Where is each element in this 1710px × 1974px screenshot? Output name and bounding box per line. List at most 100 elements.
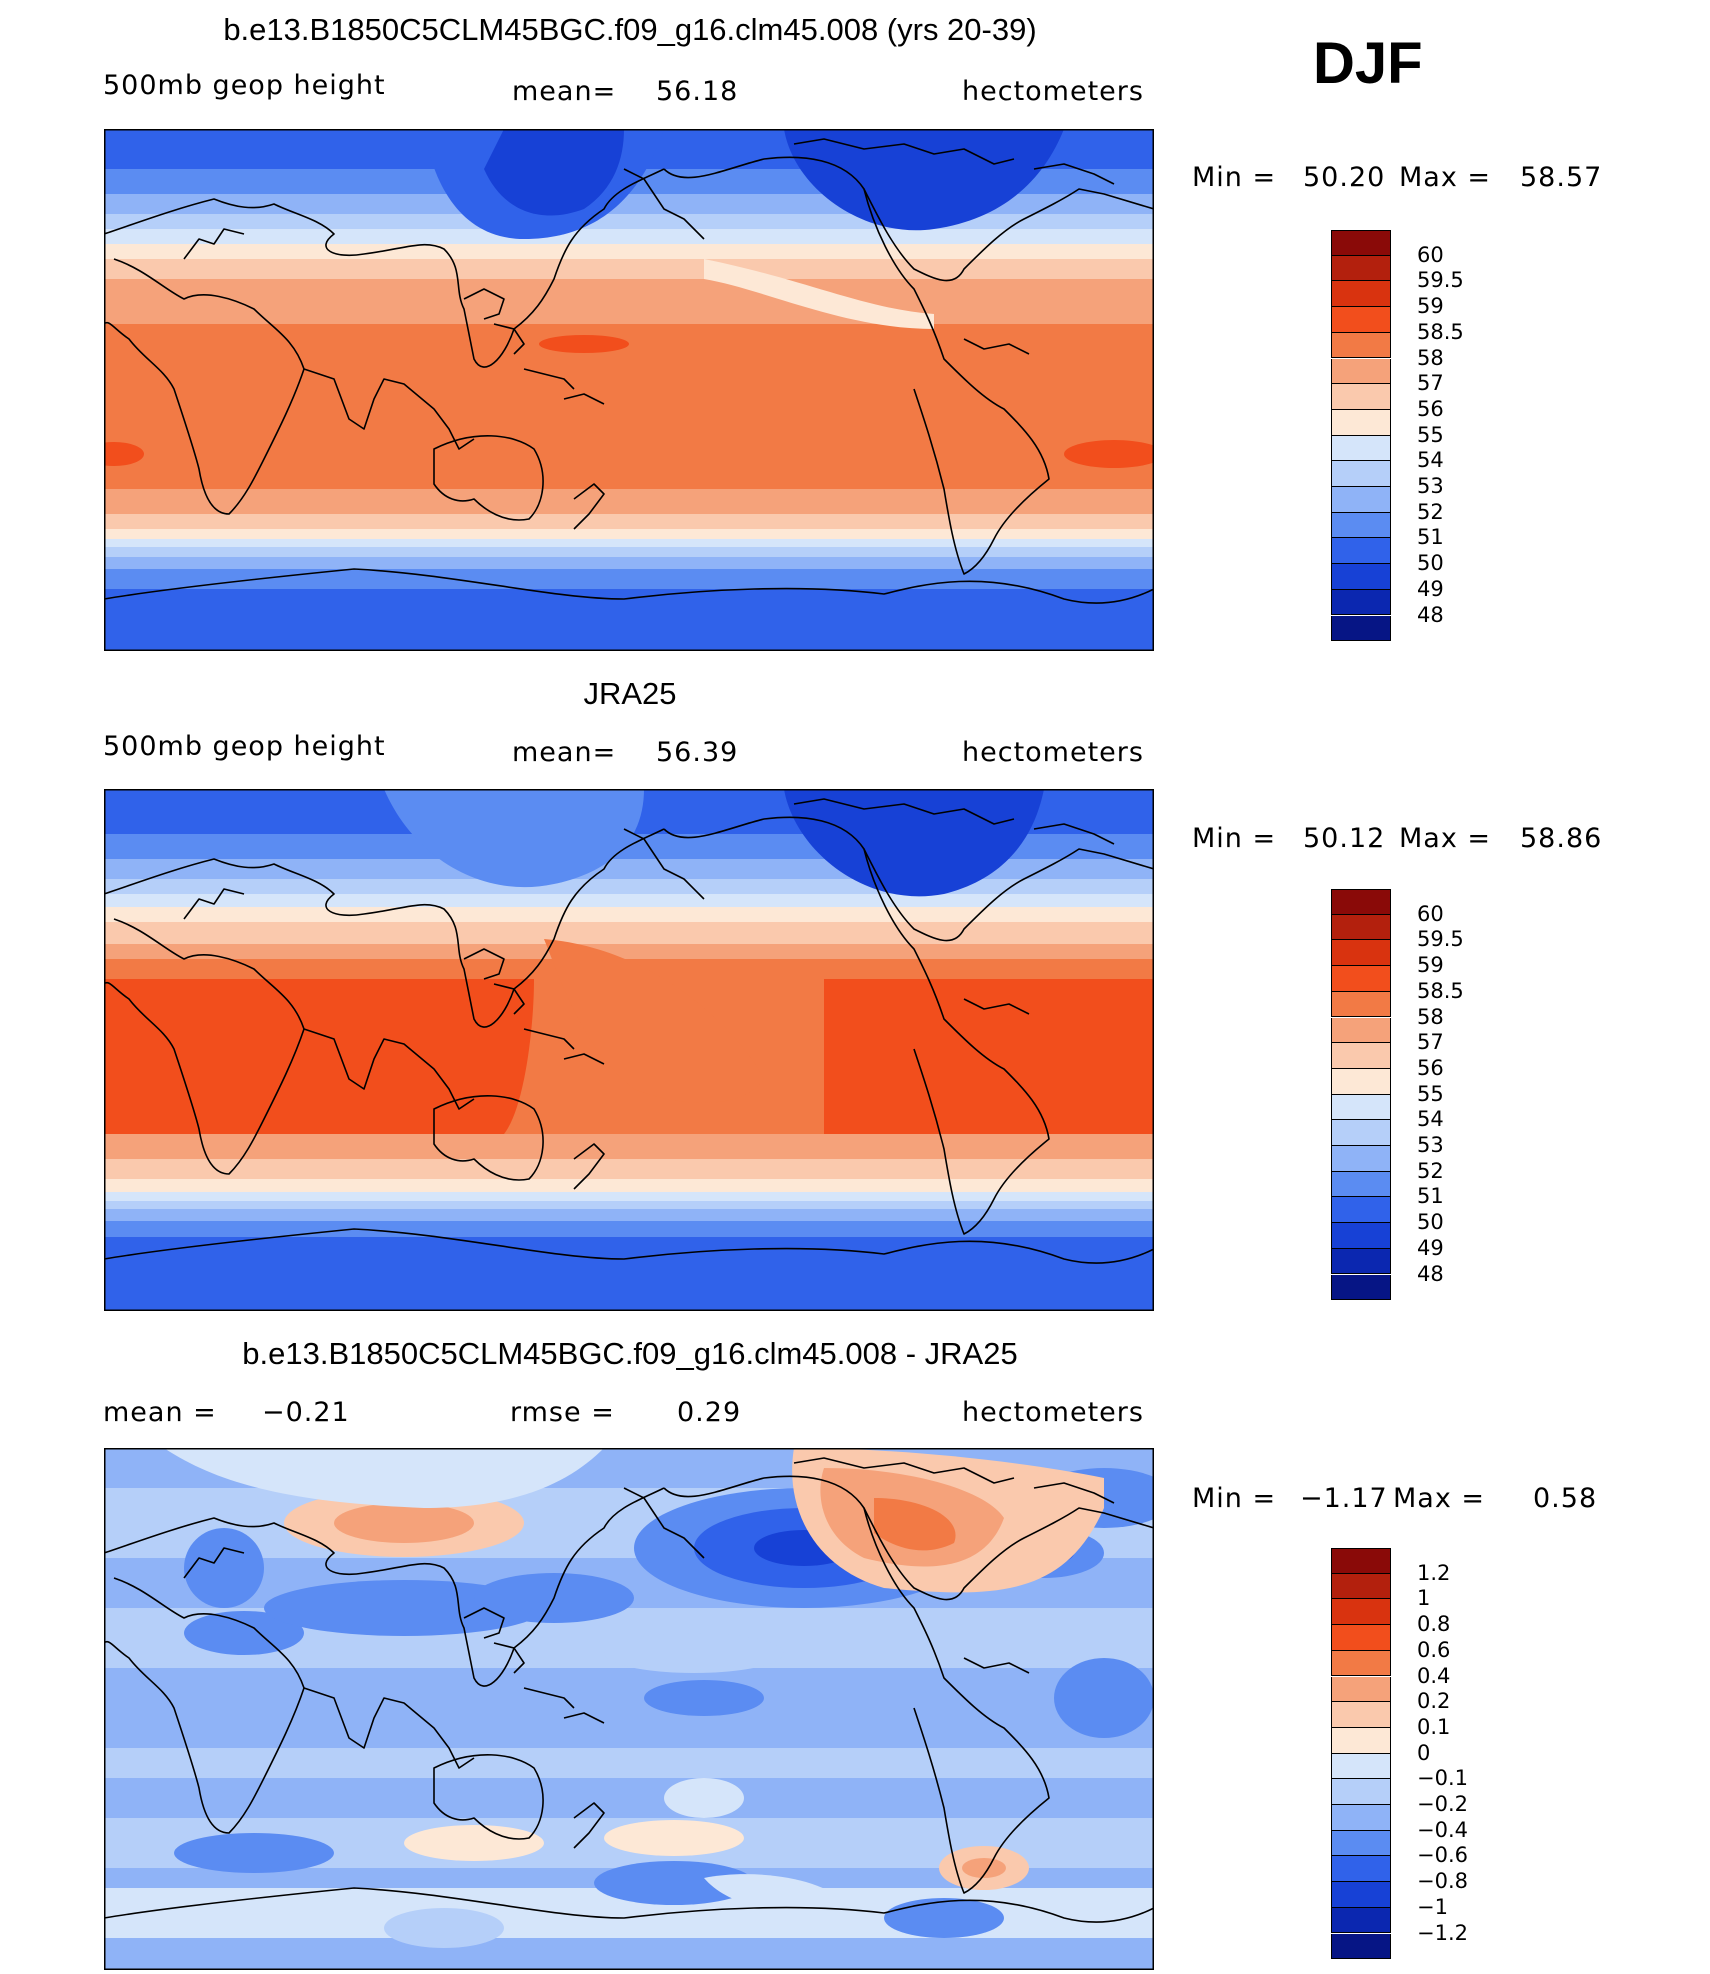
colorbar-box xyxy=(1331,966,1391,992)
colorbar-label: −0.4 xyxy=(1417,1817,1468,1842)
colorbar-box xyxy=(1331,1171,1391,1198)
panel1-mean-value: 56.18 xyxy=(656,76,739,107)
colorbar-label: 49 xyxy=(1417,1235,1444,1260)
colorbar-box xyxy=(1331,1223,1391,1249)
colorbar-label: 59 xyxy=(1417,294,1444,319)
colorbar-label: 58 xyxy=(1417,345,1444,370)
colorbar-label: 0.2 xyxy=(1417,1689,1451,1714)
colorbar-label: 48 xyxy=(1417,1261,1444,1286)
colorbar-box xyxy=(1331,358,1391,385)
panel2-min-value: 50.12 xyxy=(1303,823,1386,854)
colorbar-box xyxy=(1331,332,1391,359)
colorbar-label: 0.6 xyxy=(1417,1637,1451,1662)
colorbar-label: 58.5 xyxy=(1417,319,1464,344)
colorbar-label: 58.5 xyxy=(1417,978,1464,1003)
panel2-colorbar: 60 59.5 59 58.5 58 57 56 55 54 53 52 51 50 49 48 xyxy=(1331,889,1464,1301)
colorbar-box xyxy=(1331,1753,1391,1780)
colorbar-label: 0.1 xyxy=(1417,1714,1451,1739)
colorbar-box xyxy=(1331,512,1391,539)
colorbar-label: 51 xyxy=(1417,525,1444,550)
colorbar-label: 57 xyxy=(1417,371,1444,396)
season-label: DJF xyxy=(1313,31,1423,96)
panel1-title: b.e13.B1850C5CLM45BGC.f09_g16.clm45.008 … xyxy=(223,12,1037,47)
panel2-max-value: 58.86 xyxy=(1520,823,1603,854)
panel3-max-label: Max = xyxy=(1393,1483,1486,1514)
colorbar-label: 54 xyxy=(1417,448,1444,473)
colorbar-label: −1 xyxy=(1417,1894,1448,1919)
colorbar-label: 48 xyxy=(1417,602,1444,627)
colorbar-box xyxy=(1331,1856,1391,1883)
colorbar-box xyxy=(1331,1727,1391,1754)
colorbar-label: 0.4 xyxy=(1417,1663,1451,1688)
panel3-max-value: 0.58 xyxy=(1533,1483,1598,1514)
colorbar-box xyxy=(1331,1146,1391,1172)
colorbar-label: 53 xyxy=(1417,474,1444,498)
colorbar-box xyxy=(1331,1043,1391,1069)
colorbar-label: 52 xyxy=(1417,1158,1444,1183)
panel3-title: b.e13.B1850C5CLM45BGC.f09_g16.clm45.008 … xyxy=(242,1336,1018,1371)
colorbar-box xyxy=(1331,538,1391,565)
colorbar-box xyxy=(1331,991,1391,1018)
colorbar-label: 0.8 xyxy=(1417,1612,1451,1637)
colorbar-box xyxy=(1331,409,1391,436)
colorbar-box xyxy=(1331,1805,1391,1831)
colorbar-label: −0.8 xyxy=(1417,1869,1468,1894)
colorbar-label: 56 xyxy=(1417,396,1444,421)
colorbar-box xyxy=(1331,1017,1391,1044)
colorbar-box xyxy=(1331,461,1391,487)
panel1-min-label: Min = xyxy=(1192,162,1277,193)
panel2-mean-label: mean= xyxy=(512,737,617,768)
colorbar-label: 58 xyxy=(1417,1004,1444,1029)
colorbar-label: 59 xyxy=(1417,953,1444,978)
panel1-mean-label: mean= xyxy=(512,76,617,107)
colorbar-label: 1.2 xyxy=(1417,1560,1451,1585)
colorbar-box xyxy=(1331,940,1391,967)
panel2-min-label: Min = xyxy=(1192,823,1277,854)
colorbar-label: 50 xyxy=(1417,551,1444,576)
colorbar-box xyxy=(1331,1830,1391,1857)
panel1-units: hectometers xyxy=(962,76,1144,107)
panel1-max-label: Max = xyxy=(1399,162,1492,193)
panel2-variable: 500mb geop height xyxy=(103,731,386,762)
panel3-mean-value: −0.21 xyxy=(262,1397,350,1428)
colorbar-label: 59.5 xyxy=(1417,927,1464,952)
colorbar-box xyxy=(1331,1599,1391,1626)
colorbar-label: 56 xyxy=(1417,1055,1444,1080)
colorbar-label: 60 xyxy=(1417,901,1444,926)
panel2-title: JRA25 xyxy=(583,676,677,711)
colorbar-box xyxy=(1331,435,1391,462)
panel1-variable: 500mb geop height xyxy=(103,70,386,101)
colorbar-box xyxy=(1331,1933,1391,1960)
colorbar-box xyxy=(1331,1882,1391,1908)
colorbar-label: 49 xyxy=(1417,576,1444,601)
panel3-rmse-value: 0.29 xyxy=(677,1397,742,1428)
colorbar-box xyxy=(1331,1548,1391,1574)
colorbar-box xyxy=(1331,255,1391,282)
colorbar-label: 57 xyxy=(1417,1030,1444,1055)
panel3-rmse-label: rmse = xyxy=(510,1397,615,1428)
colorbar-box xyxy=(1331,487,1391,513)
colorbar-label: 55 xyxy=(1417,422,1444,447)
colorbar-label: 53 xyxy=(1417,1133,1444,1157)
colorbar-box xyxy=(1331,1702,1391,1728)
panel3-map xyxy=(104,1448,1154,1970)
colorbar-box xyxy=(1331,615,1391,642)
colorbar-box xyxy=(1331,1676,1391,1703)
colorbar-box xyxy=(1331,1573,1391,1600)
colorbar-label: 0 xyxy=(1417,1740,1431,1765)
colorbar-box xyxy=(1331,1907,1391,1934)
colorbar-label: −0.1 xyxy=(1417,1766,1468,1791)
panel1-min-value: 50.20 xyxy=(1303,162,1386,193)
colorbar-box xyxy=(1331,589,1391,616)
panel3-units: hectometers xyxy=(962,1397,1144,1428)
panel1-map xyxy=(104,129,1154,651)
colorbar-label: 60 xyxy=(1417,242,1444,267)
colorbar-box xyxy=(1331,1625,1391,1651)
colorbar-box xyxy=(1331,1779,1391,1805)
colorbar-box xyxy=(1331,281,1391,308)
panel1-max-value: 58.57 xyxy=(1520,162,1603,193)
panel2-units: hectometers xyxy=(962,737,1144,768)
panel2-mean-value: 56.39 xyxy=(656,737,739,768)
colorbar-box xyxy=(1331,1068,1391,1095)
colorbar-label: 52 xyxy=(1417,499,1444,524)
